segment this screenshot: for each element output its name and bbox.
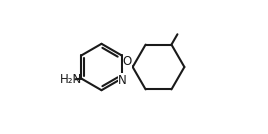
Text: O: O [122, 55, 132, 68]
Text: N: N [118, 74, 127, 87]
Text: H₂N: H₂N [60, 73, 83, 86]
